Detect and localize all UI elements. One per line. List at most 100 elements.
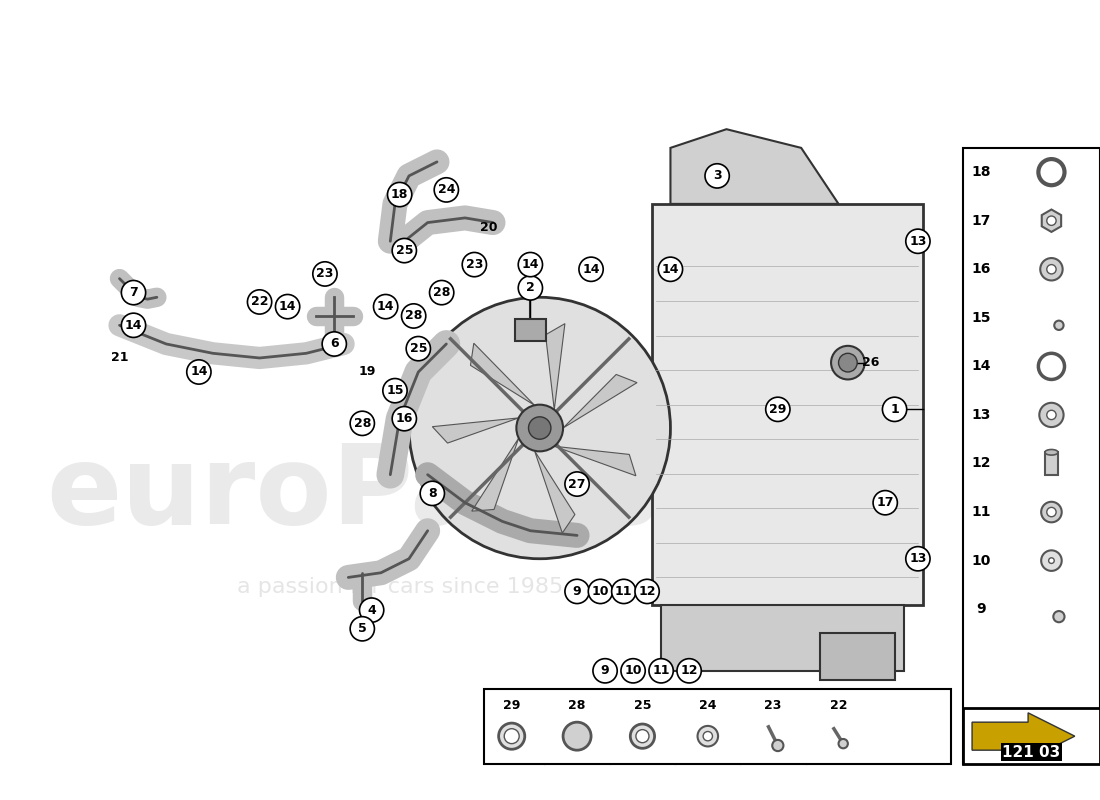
Circle shape [703, 731, 713, 741]
Circle shape [429, 281, 454, 305]
Circle shape [658, 257, 683, 282]
Circle shape [393, 406, 417, 431]
Text: 5: 5 [358, 622, 366, 635]
Text: 21: 21 [111, 351, 129, 365]
Circle shape [406, 337, 430, 361]
Circle shape [1047, 216, 1056, 226]
Circle shape [705, 164, 729, 188]
FancyBboxPatch shape [661, 606, 904, 671]
Text: 10: 10 [625, 664, 641, 678]
Circle shape [518, 276, 542, 300]
Text: 28: 28 [353, 417, 371, 430]
Circle shape [402, 304, 426, 328]
FancyBboxPatch shape [484, 690, 950, 764]
Text: a passion for cars since 1985: a passion for cars since 1985 [236, 577, 563, 597]
Text: 16: 16 [971, 262, 991, 276]
Text: 3: 3 [713, 170, 722, 182]
Circle shape [350, 617, 374, 641]
Circle shape [383, 378, 407, 403]
Polygon shape [432, 418, 519, 443]
Text: 20: 20 [480, 221, 497, 234]
Circle shape [504, 729, 519, 744]
Text: 11: 11 [971, 505, 991, 519]
Text: 29: 29 [503, 699, 520, 712]
FancyBboxPatch shape [652, 204, 923, 606]
Circle shape [121, 313, 145, 338]
Circle shape [374, 294, 398, 318]
Text: 14: 14 [582, 262, 600, 276]
Circle shape [187, 360, 211, 384]
Circle shape [630, 724, 654, 748]
Text: 9: 9 [601, 664, 609, 678]
Text: 9: 9 [977, 602, 987, 616]
Circle shape [312, 262, 337, 286]
Text: 7: 7 [129, 286, 138, 299]
Circle shape [1042, 550, 1062, 571]
Circle shape [360, 598, 384, 622]
FancyBboxPatch shape [962, 148, 1100, 764]
Circle shape [1054, 321, 1064, 330]
FancyBboxPatch shape [820, 634, 894, 680]
Circle shape [636, 730, 649, 742]
Circle shape [635, 579, 659, 603]
Text: 24: 24 [700, 699, 716, 712]
Circle shape [588, 579, 613, 603]
Circle shape [905, 546, 930, 571]
Circle shape [772, 740, 783, 751]
Circle shape [516, 405, 563, 451]
Text: 14: 14 [278, 300, 296, 313]
Text: 9: 9 [573, 585, 582, 598]
Text: 17: 17 [971, 214, 991, 228]
FancyBboxPatch shape [962, 708, 1100, 764]
Text: 14: 14 [190, 366, 208, 378]
Circle shape [1042, 502, 1062, 522]
Text: 28: 28 [433, 286, 450, 299]
Text: 12: 12 [681, 664, 697, 678]
Circle shape [766, 397, 790, 422]
Circle shape [518, 253, 542, 277]
Text: 14: 14 [662, 262, 679, 276]
Circle shape [593, 658, 617, 683]
Circle shape [1047, 507, 1056, 517]
Polygon shape [471, 343, 535, 406]
Text: 18: 18 [971, 165, 991, 179]
Polygon shape [554, 446, 636, 476]
Circle shape [434, 178, 459, 202]
Text: 4: 4 [367, 604, 376, 617]
Circle shape [905, 229, 930, 254]
Text: 12: 12 [971, 457, 991, 470]
Text: 8: 8 [428, 487, 437, 500]
Text: 28: 28 [405, 310, 422, 322]
Circle shape [873, 490, 898, 515]
Circle shape [322, 332, 346, 356]
Circle shape [838, 354, 857, 372]
Text: 14: 14 [971, 359, 991, 374]
Text: 10: 10 [971, 554, 991, 568]
Text: 23: 23 [317, 267, 333, 281]
Text: 15: 15 [971, 311, 991, 325]
Text: 13: 13 [910, 552, 926, 566]
Circle shape [1040, 403, 1064, 427]
Text: 23: 23 [764, 699, 782, 712]
Circle shape [697, 726, 718, 746]
Circle shape [393, 238, 417, 262]
Text: 25: 25 [396, 244, 414, 257]
Circle shape [565, 579, 590, 603]
Circle shape [409, 298, 670, 558]
Circle shape [1047, 265, 1056, 274]
Circle shape [420, 482, 444, 506]
Polygon shape [1042, 210, 1062, 232]
Text: 11: 11 [652, 664, 670, 678]
Circle shape [498, 723, 525, 750]
Circle shape [350, 411, 374, 435]
Polygon shape [472, 438, 519, 511]
Circle shape [621, 658, 646, 683]
Circle shape [248, 290, 272, 314]
Circle shape [1041, 258, 1063, 281]
Circle shape [528, 417, 551, 439]
Circle shape [649, 658, 673, 683]
FancyBboxPatch shape [1045, 452, 1058, 474]
Text: 16: 16 [396, 412, 412, 425]
Circle shape [676, 658, 702, 683]
Circle shape [121, 281, 145, 305]
